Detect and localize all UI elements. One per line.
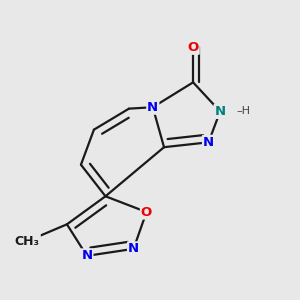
Text: N: N (214, 105, 226, 118)
Text: CH₃: CH₃ (15, 235, 40, 248)
Text: N: N (128, 242, 139, 255)
Text: O: O (141, 206, 152, 218)
Text: N: N (81, 249, 92, 262)
Text: –H: –H (237, 106, 251, 116)
Text: O: O (188, 41, 199, 54)
Text: N: N (203, 136, 214, 149)
Text: N: N (147, 101, 158, 114)
